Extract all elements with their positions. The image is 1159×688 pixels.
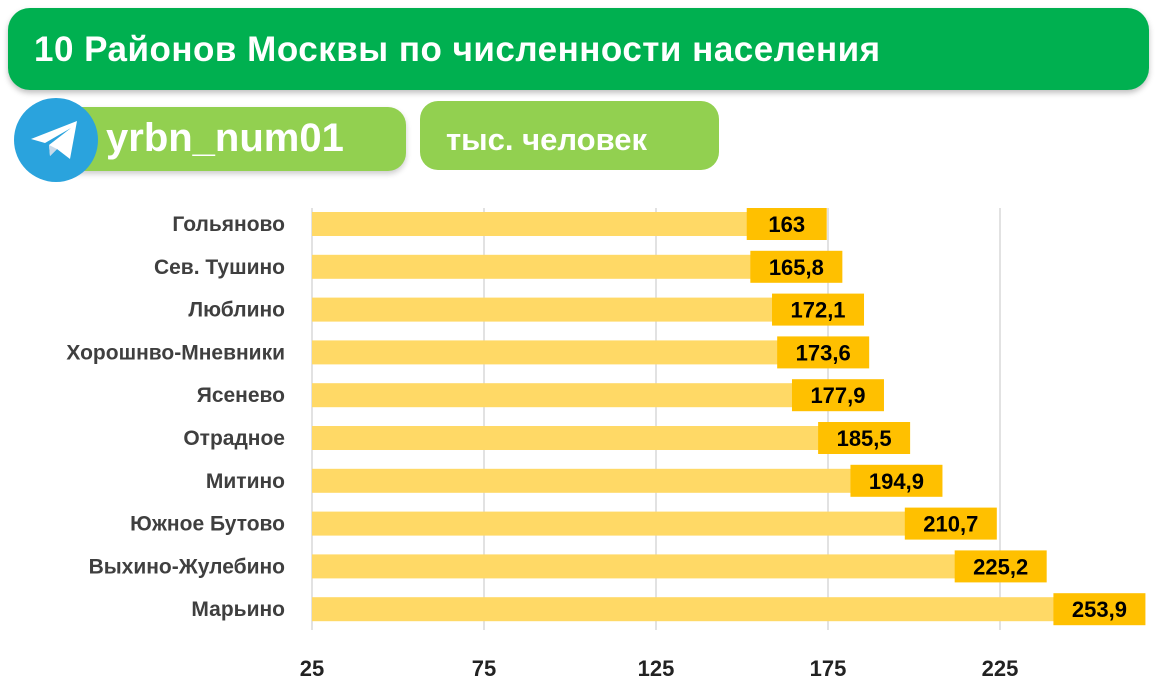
category-label: Хорошнво-Мневники [66, 341, 285, 364]
category-label: Выхино-Жулебино [89, 555, 285, 578]
x-tick-label: 225 [982, 656, 1019, 681]
unit-badge: тыс. человек [420, 101, 719, 170]
bar [312, 554, 1001, 579]
channel-name: yrbn_num01 [106, 116, 344, 160]
category-label: Южное Бутово [130, 513, 285, 536]
value-label-box [904, 507, 997, 540]
telegram-icon [14, 98, 98, 182]
bar [312, 297, 819, 322]
category-label: Люблино [188, 299, 285, 322]
value-label-box [746, 208, 827, 240]
bar [312, 340, 824, 365]
value-label: 165,8 [769, 255, 824, 280]
category-label: Отрадное [183, 427, 285, 450]
channel-badge: yrbn_num01 [58, 107, 406, 171]
value-label-box [772, 293, 865, 326]
bar [312, 511, 951, 536]
bar [312, 468, 897, 493]
value-label-box [850, 464, 943, 497]
x-tick-label: 125 [638, 656, 675, 681]
value-label: 177,9 [810, 383, 865, 408]
category-label: Ясенево [197, 384, 285, 407]
value-label: 163 [768, 212, 805, 237]
value-label: 194,9 [869, 469, 924, 494]
value-label: 210,7 [923, 512, 978, 537]
value-label: 173,6 [796, 340, 851, 365]
value-label-box [777, 336, 870, 369]
title-banner: 10 Районов Москвы по численности населен… [8, 8, 1149, 90]
bar [312, 426, 865, 450]
category-label: Митино [206, 470, 285, 493]
value-label-box [818, 422, 911, 454]
x-tick-label: 175 [810, 656, 847, 681]
category-label: Сев. Тушино [154, 256, 285, 279]
bar [312, 383, 838, 408]
value-label-box [791, 379, 884, 412]
value-label-box [954, 550, 1047, 583]
value-label: 253,9 [1072, 597, 1127, 622]
x-tick-label: 75 [472, 656, 496, 681]
bar [312, 254, 797, 279]
value-label: 185,5 [837, 426, 892, 451]
category-label: Марьино [191, 598, 285, 621]
value-label: 225,2 [973, 554, 1028, 579]
unit-label: тыс. человек [446, 122, 647, 157]
bar [312, 597, 1100, 622]
bar [312, 212, 787, 236]
category-label: Гольяново [172, 213, 285, 236]
value-label: 172,1 [790, 298, 845, 323]
x-tick-label: 25 [300, 656, 324, 681]
value-label-box [1053, 593, 1146, 626]
value-label-box [750, 250, 843, 283]
page-title: 10 Районов Москвы по численности населен… [34, 30, 881, 69]
